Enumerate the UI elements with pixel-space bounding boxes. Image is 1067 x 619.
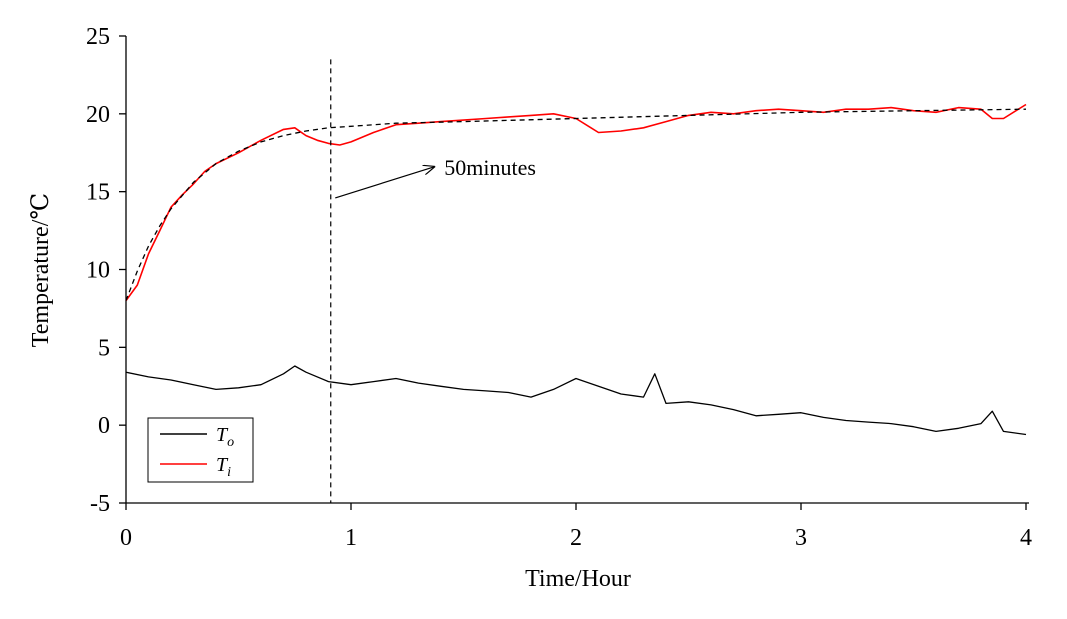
x-tick-label: 0: [120, 525, 132, 551]
legend-box: [147, 417, 254, 483]
annotation-text: 50minutes: [444, 155, 536, 180]
y-tick-label: 15: [86, 180, 110, 206]
legend-label-to-sub: o: [227, 435, 234, 450]
x-tick-label: 2: [570, 525, 582, 551]
x-tick-label: 1: [345, 525, 357, 551]
y-tick-label: 25: [86, 24, 110, 50]
y-tick-label: 5: [98, 335, 110, 361]
y-tick-label: 10: [86, 258, 110, 284]
y-tick-label: -5: [90, 491, 110, 517]
x-tick-label: 3: [795, 525, 807, 551]
legend-label-ti-base: T: [216, 454, 229, 476]
series-ti-line: [125, 103, 1027, 302]
annotation-arrow: [335, 167, 434, 199]
y-tick-label: 0: [98, 413, 110, 439]
x-ticks: 0 1 2 3 4: [120, 503, 1032, 551]
series-layer: [125, 103, 1027, 436]
x-axis-title: Time/Hour: [525, 566, 631, 592]
y-axis-title: Temperature/℃: [28, 193, 54, 347]
x-tick-label: 4: [1020, 525, 1032, 551]
legend: To Ti: [147, 417, 254, 483]
legend-label-ti-sub: i: [227, 465, 231, 480]
legend-label-to: To: [216, 424, 234, 450]
annotation: 50minutes: [335, 155, 536, 199]
y-ticks: -5 0 5 10 15 20 25: [86, 24, 126, 517]
legend-label-ti: Ti: [216, 454, 231, 480]
y-tick-label: 20: [86, 102, 110, 128]
series-fit-line: [125, 108, 1027, 301]
legend-label-to-base: T: [216, 424, 229, 446]
axes: -5 0 5 10 15 20 25 0 1 2 3 4: [86, 24, 1032, 551]
series-to-line: [125, 365, 1027, 436]
